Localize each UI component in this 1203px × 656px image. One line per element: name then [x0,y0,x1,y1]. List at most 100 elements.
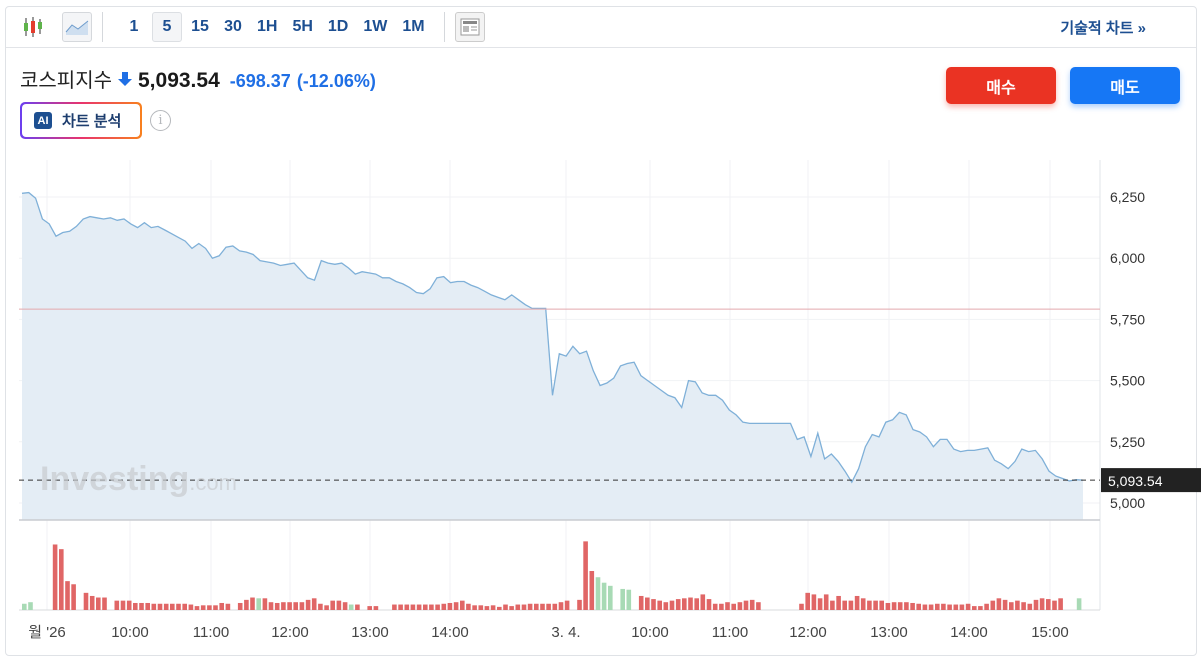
volume-bar [114,600,120,610]
volume-bar [1021,602,1026,610]
volume-bar [928,604,934,610]
volume-bar [712,603,718,610]
volume-bar [219,602,224,610]
volume-bar [873,600,878,610]
volume-bar [577,599,582,610]
info-icon[interactable]: i [150,110,171,131]
volume-bar [392,604,397,610]
volume-bar [1033,599,1039,610]
volume-bar [22,603,27,610]
volume-bar [478,605,484,610]
interval-1h[interactable]: 1H [257,18,278,35]
volume-bar [731,603,736,610]
volume-bar [423,604,428,610]
volume-bar [891,602,897,610]
x-tick-label: 11:00 [193,624,229,641]
volume-bar [688,597,693,610]
interval-5[interactable]: 5 [152,12,182,42]
sell-button[interactable]: 매도 [1070,67,1180,104]
y-tick-label: 6,000 [1110,250,1145,266]
volume-bar [89,595,95,610]
volume-bar [1052,600,1057,610]
interval-1[interactable]: 1 [129,18,139,35]
volume-bar [700,594,706,610]
volume-bar [564,600,570,610]
ai-chart-analysis-button[interactable]: AI 차트 분석 [20,102,142,139]
instrument-name: 코스피지수 [20,70,112,92]
volume-bar [460,600,465,610]
volume-bar [916,603,921,610]
volume-bar [466,603,471,610]
volume-bar [188,604,194,610]
volume-bar [71,584,76,610]
volume-bar [608,585,613,610]
volume-bar [453,602,459,610]
volume-bar [318,603,323,610]
volume-bar [176,603,181,610]
volume-bar [28,602,33,610]
volume-bar [965,603,971,610]
volume-bar [836,595,841,610]
volume-bar [515,604,521,610]
volume-bar [200,605,206,610]
volume-bar [706,599,712,610]
interval-15[interactable]: 15 [191,18,209,35]
volume-bar [521,604,527,610]
volume-bar [348,604,354,610]
candlestick-chart-icon[interactable] [18,12,48,42]
interval-5h[interactable]: 5H [292,18,313,35]
volume-bar [947,604,952,610]
volume-bar [978,606,983,610]
volume-bar [669,600,675,610]
volume-bar [682,598,687,610]
volume-bar [447,602,453,610]
technical-chart-link[interactable]: 기술적 차트 » [1060,19,1146,37]
interval-1m[interactable]: 1M [402,18,425,35]
volume-bar [342,602,348,610]
volume-bar [645,597,650,610]
volume-bar [139,602,144,610]
volume-bar [842,600,847,610]
volume-bar [984,603,989,610]
volume-bar [133,602,138,610]
volume-bar [237,602,243,610]
volume-bar [1027,603,1033,610]
volume-bar [102,597,107,610]
volume-bar [157,603,163,610]
x-tick-label: 14:00 [431,624,469,641]
volume-bar [305,599,311,610]
area-chart-icon[interactable] [62,12,92,42]
volume-bar [429,604,434,610]
volume-bar [1009,602,1014,610]
price-chart[interactable]: 5,000 5,250 5,500 5,750 6,000 6,250 Investing.… [0,150,1203,647]
volume-bar [299,602,305,610]
volume-bar [527,603,533,610]
volume-bar [1002,599,1008,610]
y-tick-label: 5,500 [1110,373,1145,389]
y-tick-label: 6,250 [1110,189,1145,205]
volume-bar [935,603,940,610]
interval-1d[interactable]: 1D [327,18,349,35]
price-line [21,191,1084,484]
volume-bar [990,600,996,610]
volume-bar [959,604,965,610]
buy-button[interactable]: 매수 [946,67,1056,104]
volume-bar [151,603,157,610]
volume-bar [330,600,335,610]
volume-bar [756,602,761,610]
volume-bar [953,604,959,610]
volume-bar [941,603,946,610]
volume-bar [811,594,817,610]
last-price-badge-label: 5,093.54 [1108,473,1163,489]
volume-bar [595,577,601,610]
interval-30[interactable]: 30 [224,18,242,35]
divider [443,12,445,42]
y-tick-label: 5,250 [1110,434,1145,450]
volume-bar [274,602,280,610]
divider [102,12,103,42]
news-layout-icon[interactable] [454,12,485,42]
volume-bar [324,605,329,610]
interval-1w[interactable]: 1W [363,18,388,35]
last-price: 5,093.54 [138,69,220,92]
volume-bar [583,541,588,610]
